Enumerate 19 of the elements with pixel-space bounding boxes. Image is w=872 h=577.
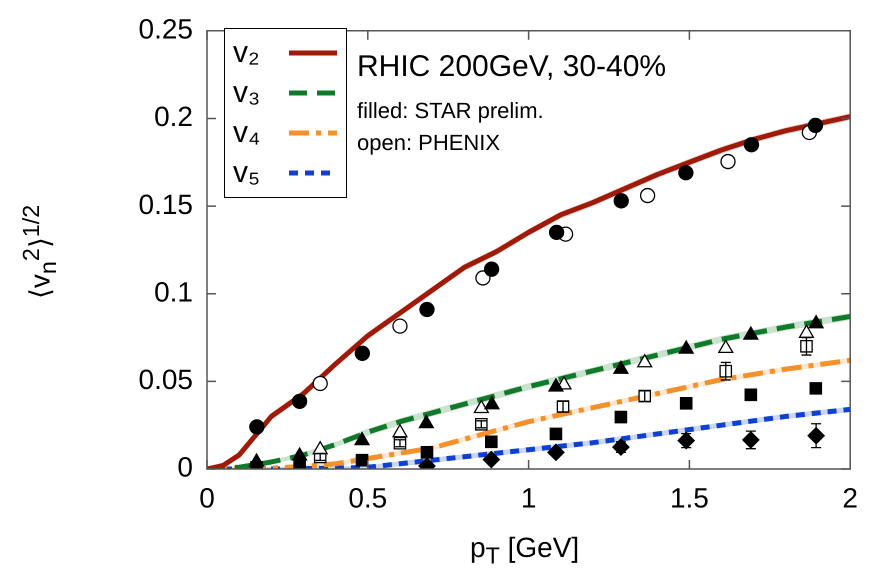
legend-label: v₃ xyxy=(233,76,262,110)
x-tick-label: 0.5 xyxy=(348,482,388,514)
x-axis-title: p$_{T}$ [GeV] xyxy=(470,532,580,570)
annotation: filled: STAR prelim. xyxy=(357,98,544,124)
y-tick-label: 0 xyxy=(177,452,193,483)
annotation: open: PHENIX xyxy=(357,130,500,156)
legend-label: v₂ xyxy=(233,36,261,70)
x-tick-label: 1.5 xyxy=(670,482,709,514)
y-tick-label: 0.05 xyxy=(138,364,193,396)
x-tick-label: 1 xyxy=(520,482,536,514)
legend-label: v₄ xyxy=(233,116,262,150)
x-tick-label: 0 xyxy=(199,482,215,514)
annotation: RHIC 200GeV, 30-40% xyxy=(357,50,666,84)
y-tick-label: 0.25 xyxy=(138,14,193,45)
y-tick-label: 0.1 xyxy=(154,276,193,308)
legend-label: v₅ xyxy=(233,156,262,190)
y-tick-label: 0.2 xyxy=(154,101,193,132)
y-tick-label: 0.15 xyxy=(138,188,193,220)
x-tick-label: 2 xyxy=(842,482,858,514)
